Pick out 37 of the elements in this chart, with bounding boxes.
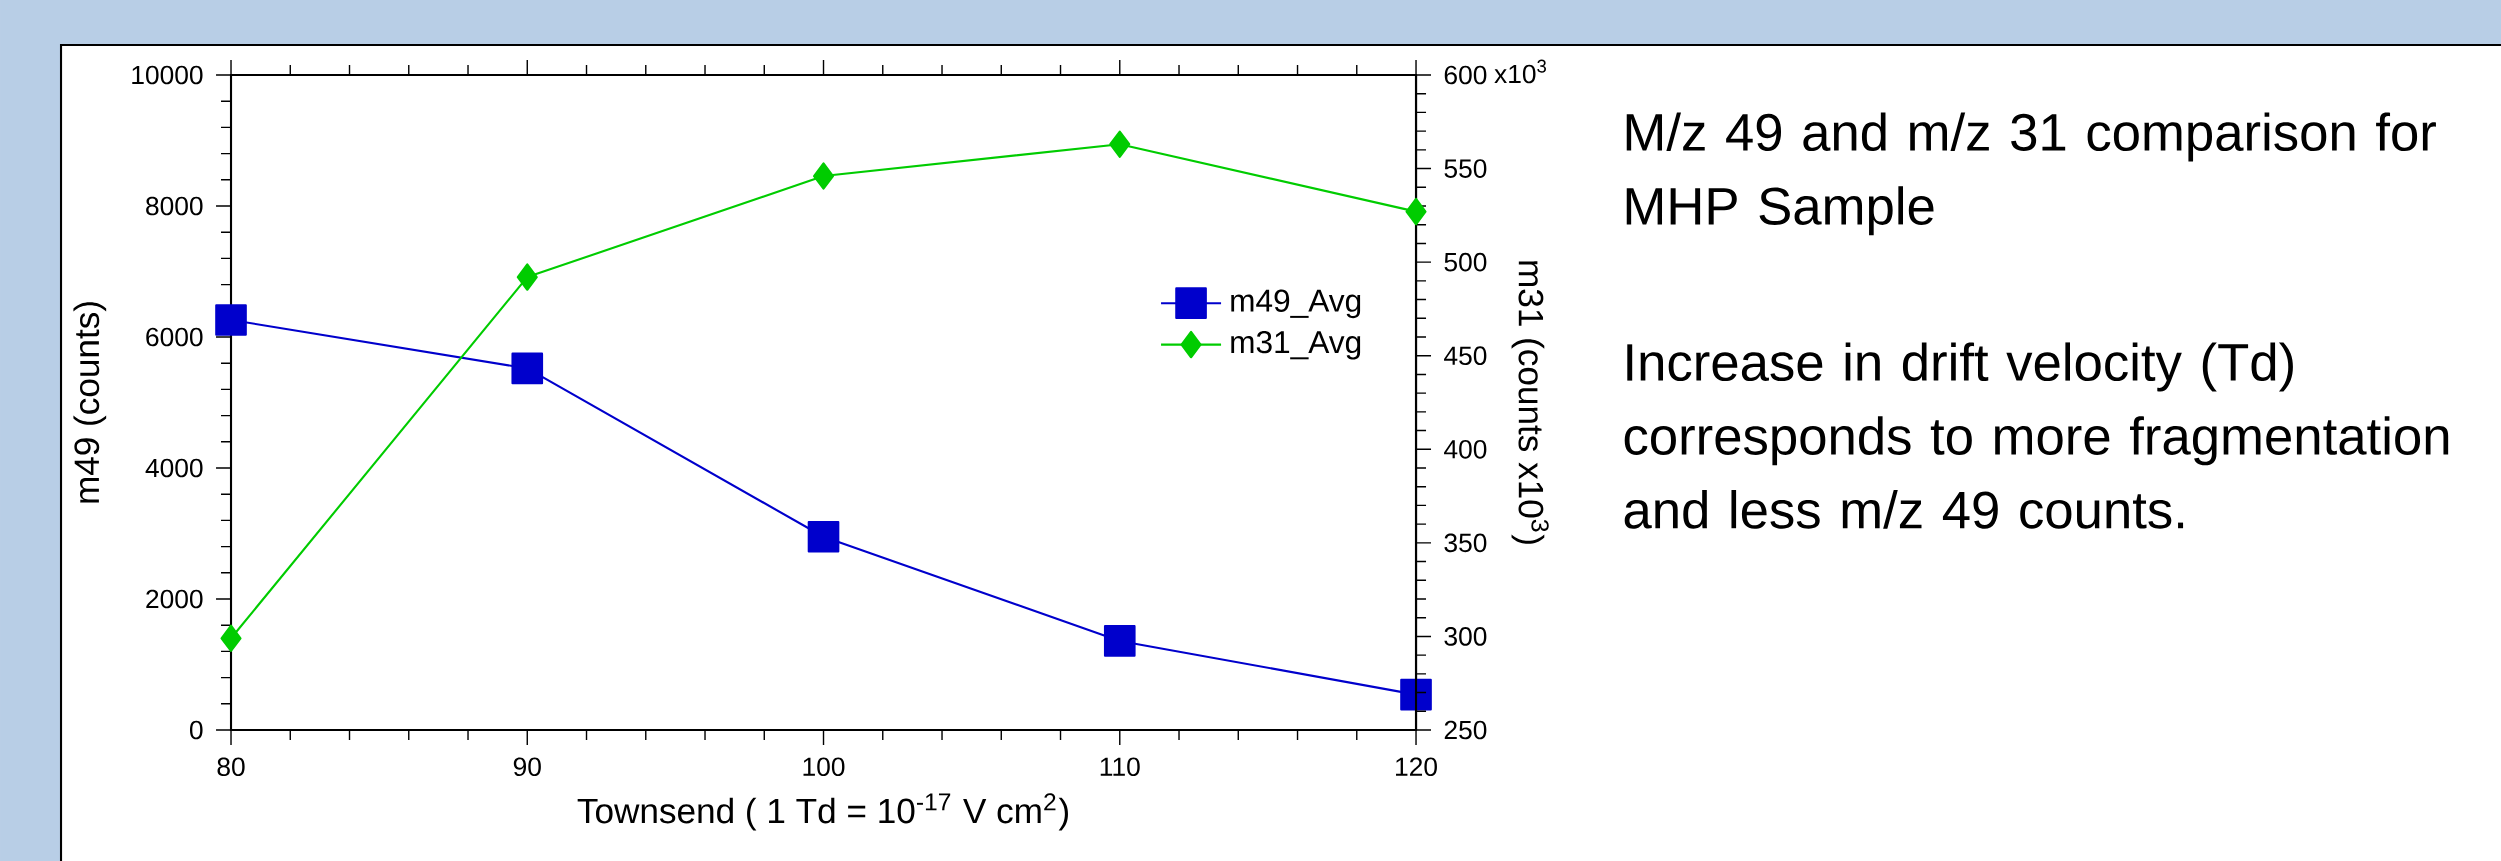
y-tick-label: 10000 [132,65,203,85]
point [1405,197,1427,226]
x-tick-label: 100 [803,757,845,777]
y2-axis-title: m31 (counts x10$^{3}$) [1511,261,1549,544]
point [1109,130,1131,158]
y2-tick-label: 500 [1444,252,1487,272]
x-axis-title: Townsend ( 1 Td = 10$^{-17}$ V cm$^{2}$) [577,793,1068,831]
y-tick-label: 8000 [146,196,203,216]
y2-tick-label: 450 [1444,346,1487,366]
y-tick-label: 2000 [146,589,203,609]
point [215,304,247,336]
y-tick-label: 4000 [145,458,203,478]
text: M/z 49 and m/z 31 comparison for MHP Sample [1626,112,2436,236]
text: x10$^{3}$ [1494,59,1547,84]
x-tick-label: 120 [1396,757,1437,777]
point [1103,625,1136,657]
text: Increase in drift velocity (Td) corresponds to more fragmentation and less m/z 49 counts. [1624,342,2449,529]
point [516,263,538,291]
y-tick-label: 6000 [146,327,203,347]
y2-tick-label: 300 [1444,627,1487,646]
x-tick-label: 110 [1100,757,1140,777]
point [220,624,242,653]
x-tick-label: 80 [217,757,245,777]
y2-tick-label: 400 [1444,439,1487,459]
x-tick-label: 90 [513,757,541,777]
point [1400,678,1432,711]
y2-tick-label: 350 [1444,533,1487,553]
point [511,352,544,385]
y-axis-title: m49 (counts) [73,302,107,503]
legend-label: m49_Avg [1231,289,1361,319]
y-tick-label: 0 [189,720,203,740]
point [812,162,835,190]
point [807,520,840,553]
y2-tick-label: 250 [1444,720,1487,740]
y2-tick-label: 550 [1444,159,1487,178]
legend-label: m31_Avg [1231,330,1361,360]
y2-tick-label: 600 [1444,65,1487,85]
